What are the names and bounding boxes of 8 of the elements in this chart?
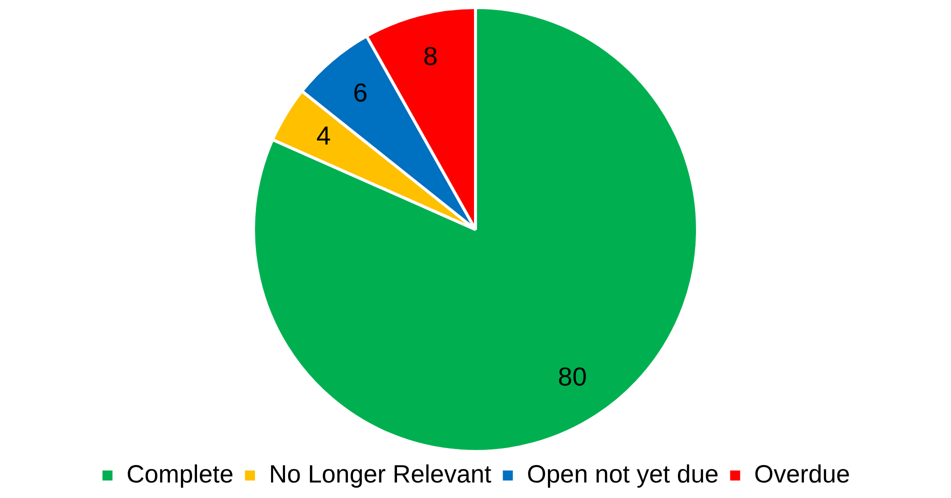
legend-label: Overdue xyxy=(754,460,850,488)
data-label: 4 xyxy=(316,120,331,151)
legend-label: Complete xyxy=(126,460,234,488)
legend-label: No Longer Relevant xyxy=(268,460,492,488)
data-label: 80 xyxy=(558,362,587,392)
legend-label: Open not yet due xyxy=(526,460,719,488)
data-label: 8 xyxy=(423,40,438,71)
data-label: 6 xyxy=(353,77,368,108)
